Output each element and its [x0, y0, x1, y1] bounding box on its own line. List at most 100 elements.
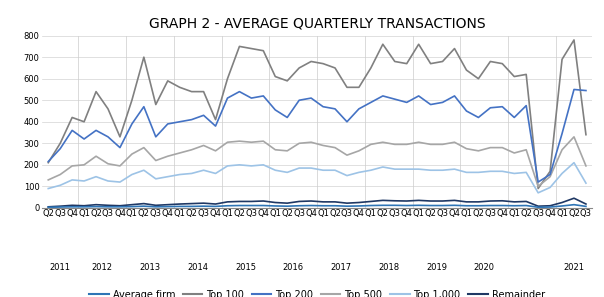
- Top 200: [499, 105, 506, 108]
- Text: 2012: 2012: [92, 263, 112, 272]
- Average firm: [451, 203, 458, 207]
- Top 200: [547, 173, 554, 176]
- Top 1,000: [535, 191, 542, 195]
- Average firm: [559, 204, 566, 208]
- Top 1,000: [152, 177, 159, 181]
- Remainder: [236, 200, 243, 203]
- Top 200: [439, 101, 446, 104]
- Line: Top 100: Top 100: [48, 40, 586, 189]
- Top 200: [117, 146, 124, 149]
- Top 100: [248, 47, 255, 50]
- Remainder: [200, 201, 207, 205]
- Legend: Average firm, Top 100, Top 200, Top 500, Top 1,000, Remainder: Average firm, Top 100, Top 200, Top 500,…: [89, 290, 545, 297]
- Top 200: [68, 129, 76, 132]
- Remainder: [272, 201, 279, 204]
- Top 500: [260, 139, 267, 143]
- Top 1,000: [451, 168, 458, 171]
- Top 200: [104, 135, 112, 139]
- Remainder: [140, 202, 147, 206]
- Average firm: [582, 205, 590, 208]
- Average firm: [427, 204, 434, 207]
- Top 200: [367, 101, 374, 104]
- Top 100: [117, 135, 124, 139]
- Average firm: [522, 204, 530, 207]
- Average firm: [379, 203, 387, 207]
- Remainder: [559, 201, 566, 204]
- Average firm: [499, 204, 506, 207]
- Top 100: [164, 79, 172, 83]
- Top 1,000: [188, 172, 195, 175]
- Top 100: [188, 90, 195, 93]
- Top 100: [547, 170, 554, 173]
- Top 200: [487, 106, 494, 110]
- Remainder: [92, 203, 100, 206]
- Top 500: [117, 164, 124, 168]
- Top 500: [332, 146, 339, 149]
- Top 500: [582, 164, 590, 168]
- Top 1,000: [427, 168, 434, 172]
- Average firm: [104, 205, 112, 208]
- Top 500: [427, 143, 434, 146]
- Text: 2011: 2011: [50, 263, 71, 272]
- Top 100: [379, 42, 387, 46]
- Top 500: [403, 143, 410, 146]
- Remainder: [117, 204, 124, 208]
- Line: Top 1,000: Top 1,000: [48, 163, 586, 193]
- Average firm: [212, 205, 219, 208]
- Top 100: [391, 60, 399, 63]
- Average firm: [403, 204, 410, 207]
- Remainder: [284, 201, 291, 205]
- Top 100: [522, 72, 530, 76]
- Top 100: [582, 133, 590, 137]
- Top 100: [80, 120, 88, 124]
- Top 200: [535, 180, 542, 184]
- Top 200: [463, 109, 470, 113]
- Top 1,000: [176, 173, 184, 176]
- Top 1,000: [164, 175, 172, 178]
- Remainder: [570, 196, 577, 200]
- Top 200: [320, 105, 327, 108]
- Average firm: [152, 205, 159, 208]
- Top 500: [415, 140, 422, 144]
- Average firm: [463, 204, 470, 208]
- Top 200: [164, 122, 172, 126]
- Top 200: [379, 94, 387, 98]
- Top 500: [451, 140, 458, 144]
- Top 1,000: [391, 168, 399, 171]
- Remainder: [104, 203, 112, 207]
- Average firm: [68, 205, 76, 208]
- Average firm: [92, 205, 100, 208]
- Top 200: [92, 129, 100, 132]
- Remainder: [176, 202, 184, 206]
- Top 500: [284, 149, 291, 153]
- Top 1,000: [200, 168, 207, 172]
- Top 100: [487, 60, 494, 63]
- Average firm: [547, 205, 554, 209]
- Top 500: [463, 147, 470, 151]
- Top 500: [307, 140, 315, 144]
- Top 500: [152, 159, 159, 162]
- Top 100: [284, 79, 291, 83]
- Remainder: [379, 199, 387, 202]
- Top 100: [45, 161, 52, 165]
- Top 200: [260, 94, 267, 98]
- Top 200: [343, 120, 350, 124]
- Top 100: [307, 60, 315, 63]
- Remainder: [80, 204, 88, 208]
- Top 200: [284, 116, 291, 119]
- Top 100: [343, 86, 350, 89]
- Top 100: [152, 103, 159, 106]
- Average firm: [475, 204, 482, 208]
- Remainder: [57, 204, 64, 208]
- Remainder: [295, 200, 303, 203]
- Average firm: [117, 205, 124, 208]
- Average firm: [164, 205, 172, 208]
- Average firm: [128, 205, 135, 208]
- Average firm: [188, 205, 195, 208]
- Average firm: [260, 204, 267, 207]
- Top 100: [295, 66, 303, 70]
- Top 100: [559, 58, 566, 61]
- Top 200: [128, 122, 135, 126]
- Remainder: [164, 203, 172, 206]
- Top 1,000: [68, 178, 76, 182]
